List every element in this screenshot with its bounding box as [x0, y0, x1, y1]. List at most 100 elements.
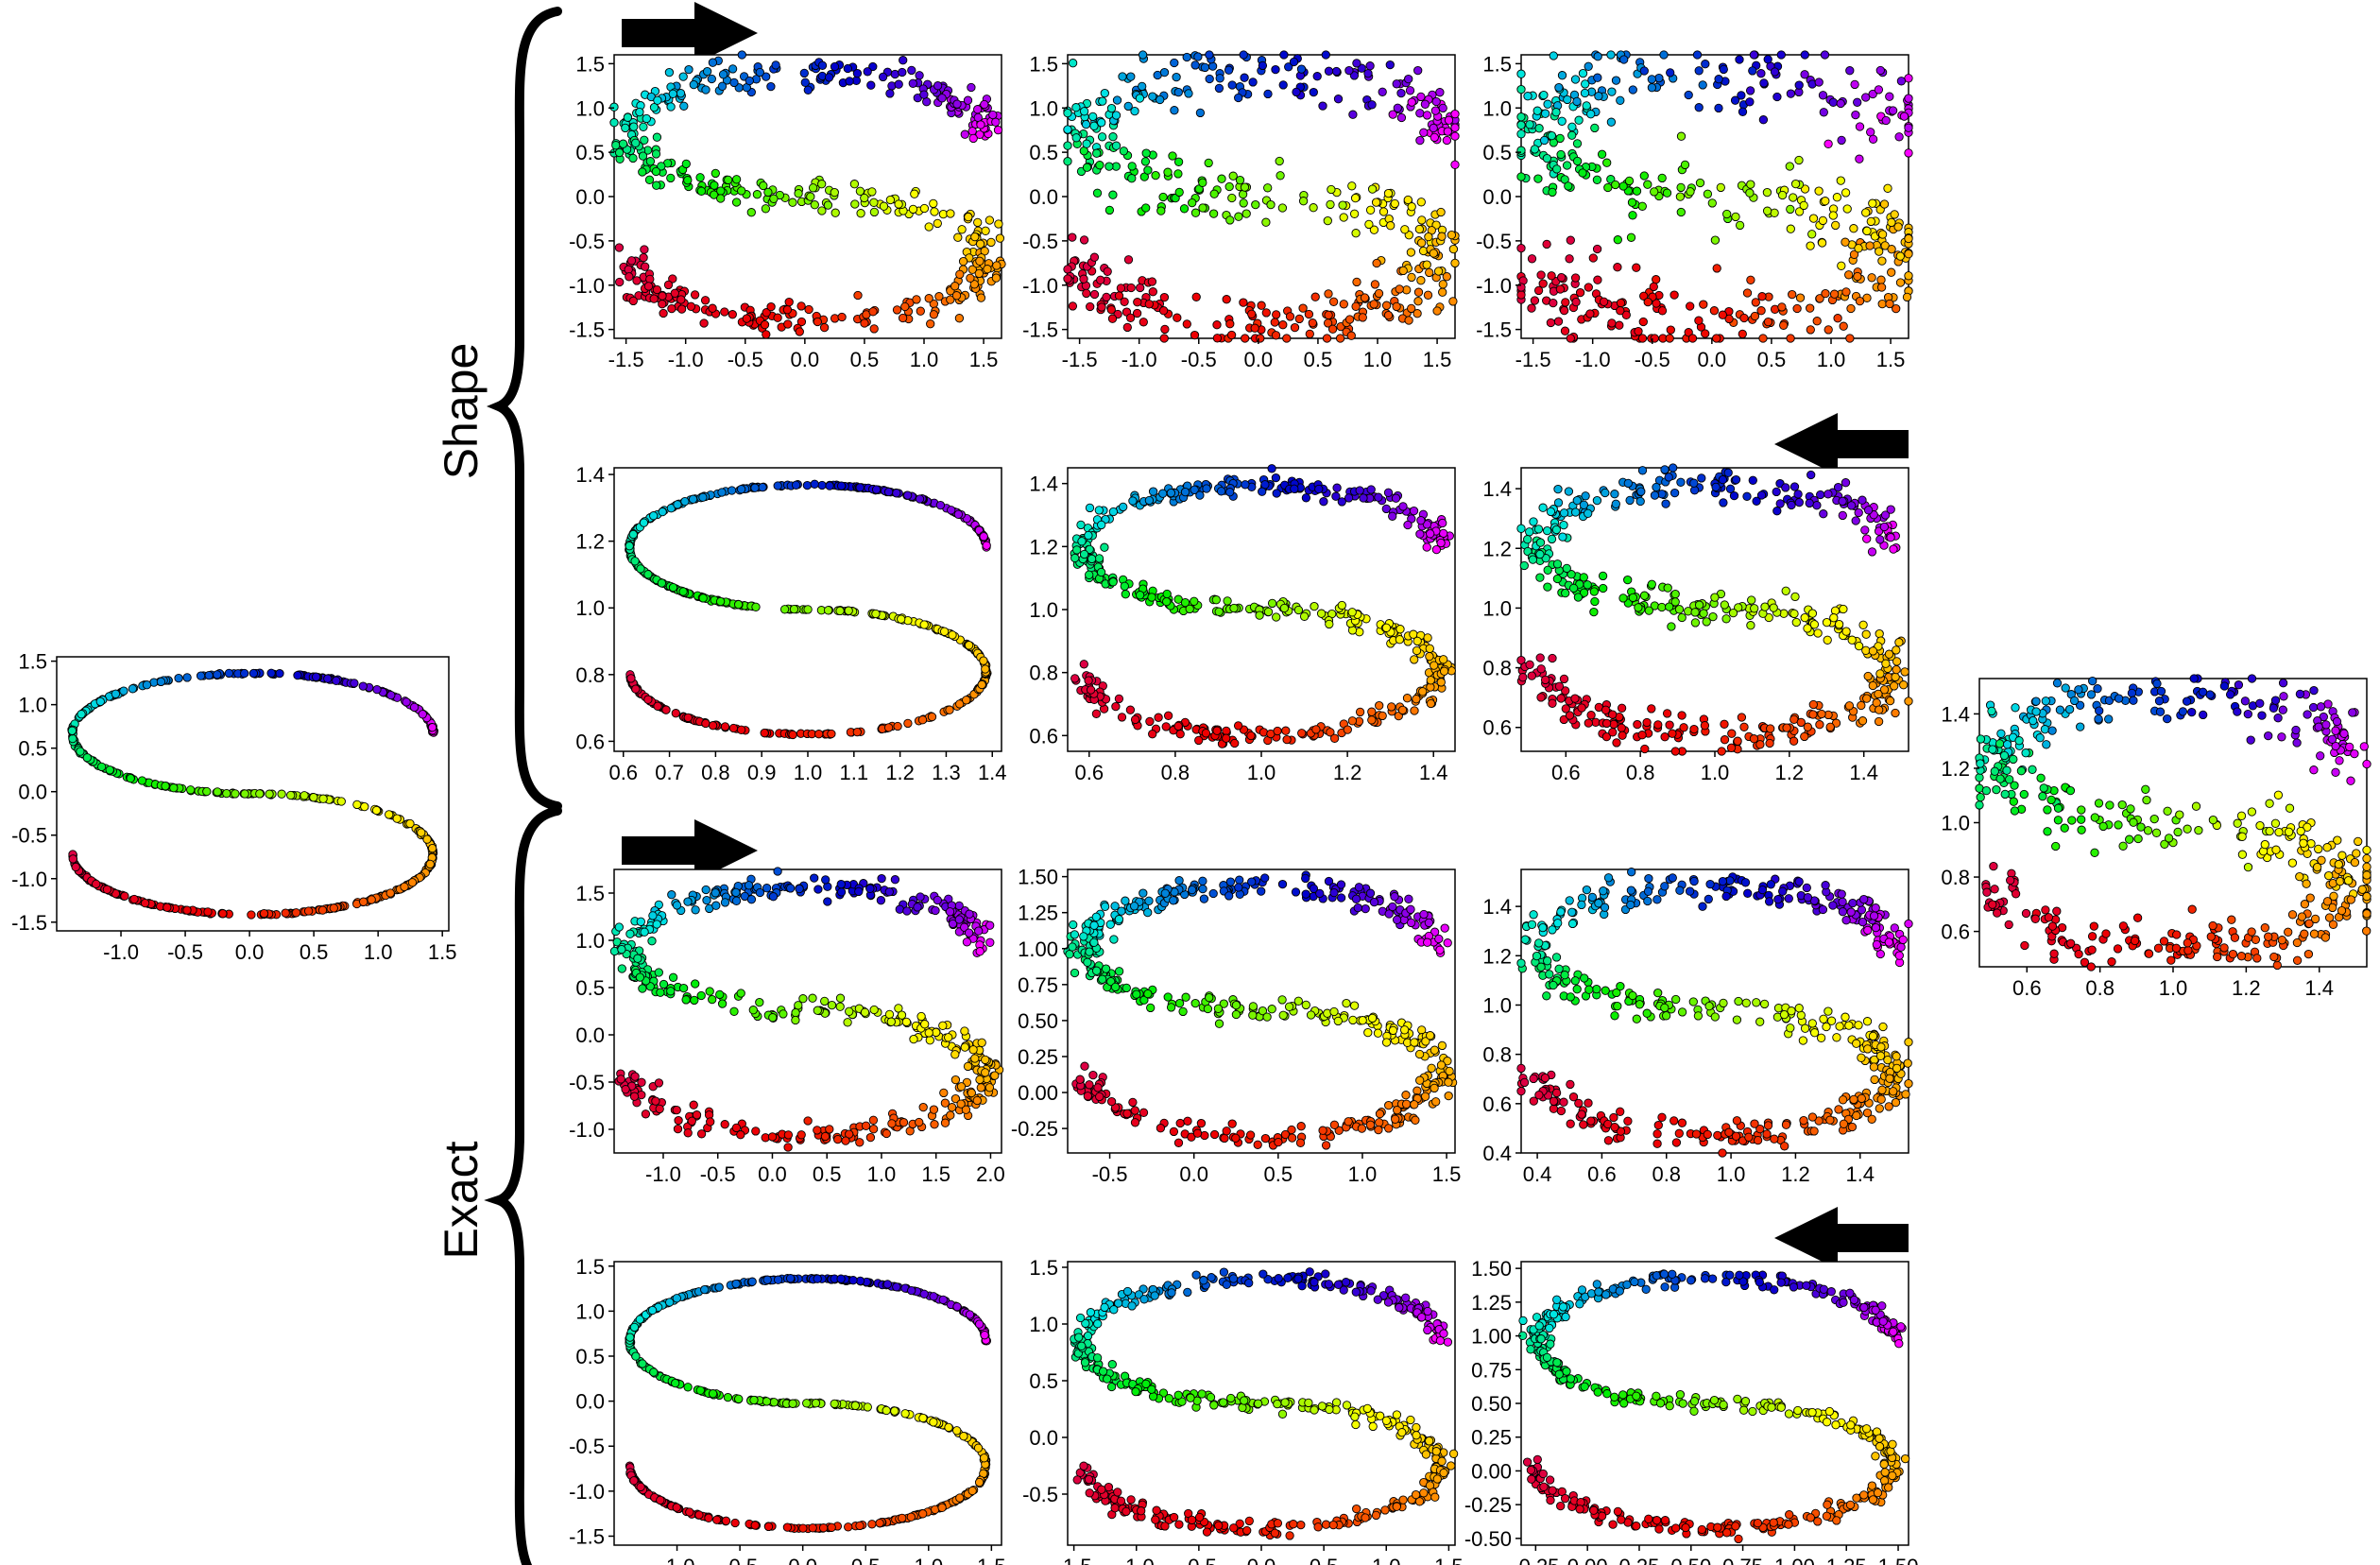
data-point: [1308, 318, 1317, 328]
data-point: [897, 614, 906, 624]
data-point: [1765, 738, 1774, 748]
data-point: [985, 937, 995, 947]
data-point: [1628, 85, 1637, 95]
data-point: [643, 695, 653, 704]
data-point: [422, 834, 432, 844]
data-point: [1289, 57, 1299, 67]
data-point: [240, 668, 249, 679]
data-point: [1795, 293, 1806, 302]
data-point: [1652, 1139, 1662, 1148]
data-point: [728, 723, 739, 733]
data-point: [1880, 241, 1890, 250]
data-point: [668, 582, 678, 593]
data-point: [1127, 162, 1137, 171]
data-point: [277, 789, 286, 799]
data-point: [1593, 52, 1602, 61]
data-point: [1381, 1038, 1392, 1047]
data-point: [204, 670, 214, 680]
data-point: [715, 596, 726, 607]
data-point: [768, 1013, 778, 1023]
data-point: [711, 888, 720, 898]
data-point: [1438, 280, 1447, 289]
data-point: [1257, 301, 1266, 310]
data-point: [645, 157, 656, 166]
data-point: [1216, 487, 1226, 496]
data-point: [1887, 267, 1896, 277]
data-point: [869, 207, 880, 217]
data-point: [1213, 1004, 1224, 1013]
scatter-panel-r1c2: -1.5 -1.0 -0.5 0.0 0.5 1.0 1.51.51.00.50.0-0.5…: [1022, 50, 1460, 371]
data-point: [1438, 287, 1447, 297]
data-point: [782, 305, 793, 315]
data-point: [1398, 266, 1408, 276]
data-point: [1063, 141, 1072, 150]
data-point: [1188, 885, 1197, 895]
data-point: [1344, 493, 1354, 503]
data-point: [1666, 68, 1675, 77]
data-point: [126, 773, 135, 783]
data-point: [1599, 583, 1608, 593]
data-point: [1397, 705, 1408, 715]
data-point: [1140, 157, 1151, 166]
data-point: [1619, 55, 1629, 64]
data-point: [1570, 694, 1580, 703]
data-point: [940, 1118, 950, 1127]
data-point: [1862, 226, 1872, 236]
data-point: [1079, 107, 1089, 116]
data-point: [1241, 209, 1251, 218]
data-point: [1290, 322, 1300, 333]
data-point: [1815, 720, 1824, 730]
data-point: [1198, 178, 1207, 187]
data-point: [1079, 932, 1088, 941]
data-point: [1178, 1006, 1188, 1017]
data-point: [760, 319, 770, 330]
data-point: [1799, 200, 1808, 211]
data-point: [1407, 202, 1416, 212]
data-point: [1756, 69, 1766, 78]
data-point: [1585, 309, 1595, 318]
data-point: [803, 605, 813, 614]
data-point: [1822, 617, 1832, 628]
data-point: [1634, 326, 1643, 336]
data-point: [1325, 619, 1334, 629]
data-point: [1190, 596, 1199, 606]
data-point: [1746, 621, 1755, 630]
data-point: [1814, 77, 1824, 87]
data-point: [892, 305, 902, 315]
data-point: [898, 67, 907, 77]
data-point: [836, 887, 847, 897]
data-point: [1444, 1077, 1453, 1087]
data-point: [1819, 509, 1828, 519]
data-point: [1831, 220, 1841, 231]
data-point: [1351, 229, 1361, 238]
data-point: [1536, 270, 1546, 280]
data-point: [1450, 131, 1460, 141]
data-point: [1639, 591, 1650, 600]
data-point: [1669, 463, 1678, 473]
data-point: [1312, 72, 1322, 81]
data-point: [1834, 619, 1844, 629]
data-point: [981, 226, 990, 235]
y-tick-label: 1.5: [18, 650, 47, 674]
data-point: [1557, 272, 1567, 283]
data-point: [1841, 627, 1851, 636]
data-point: [789, 604, 799, 614]
data-point: [1867, 547, 1877, 557]
data-point: [1188, 198, 1197, 208]
data-point: [1095, 161, 1104, 170]
data-point: [1833, 314, 1842, 323]
data-point: [1166, 488, 1176, 498]
data-point: [1886, 533, 1895, 542]
data-point: [1130, 1118, 1140, 1127]
data-point: [255, 789, 265, 799]
x-tick-label: 0.5: [300, 940, 329, 964]
data-point: [678, 72, 688, 81]
data-point: [1198, 876, 1207, 886]
data-point: [248, 668, 259, 679]
data-point: [1430, 661, 1439, 670]
data-point: [1173, 169, 1183, 179]
data-point: [417, 828, 426, 837]
data-point: [1794, 497, 1804, 507]
data-point: [877, 873, 886, 884]
